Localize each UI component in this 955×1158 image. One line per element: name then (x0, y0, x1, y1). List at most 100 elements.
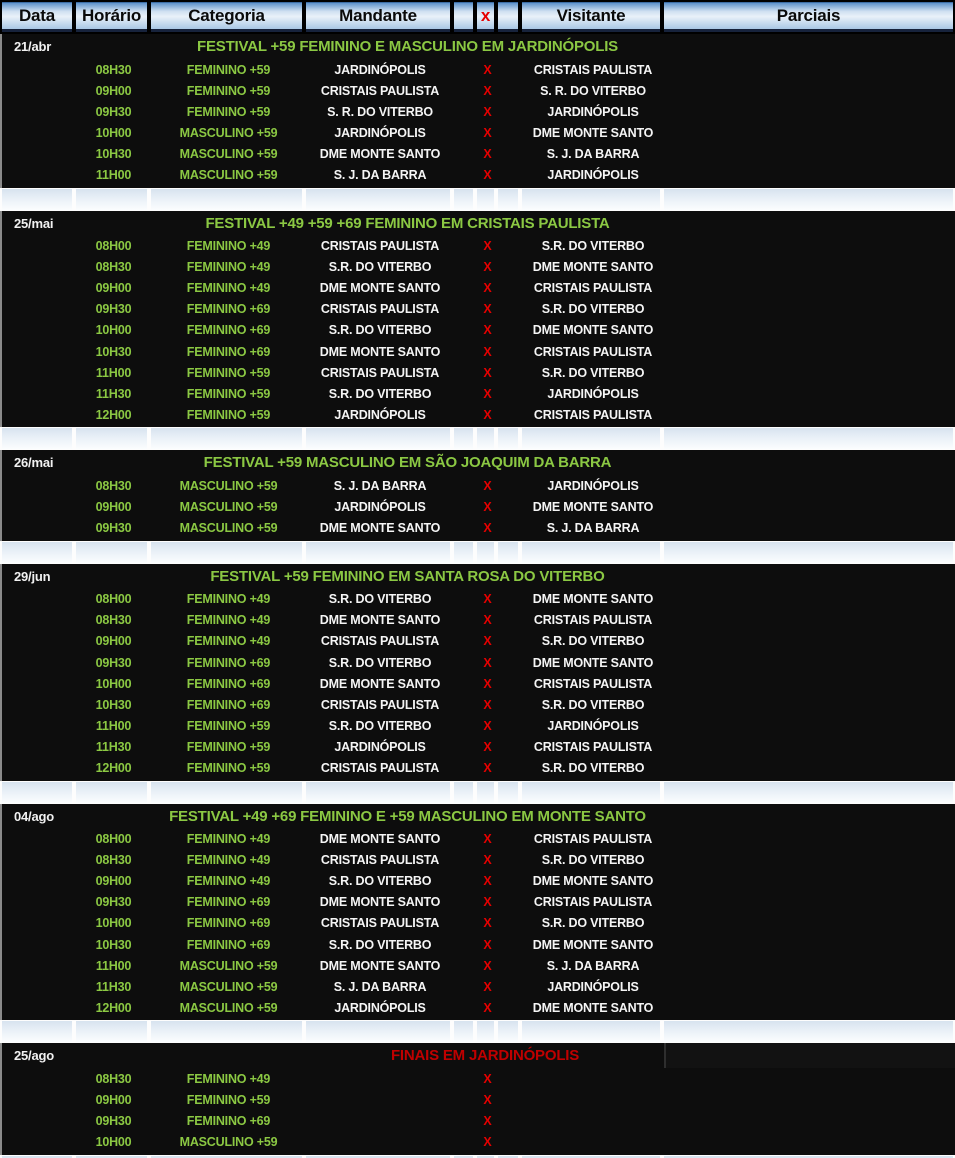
section-title-row: 25/mai FESTIVAL +49 +59 +69 FEMININO EM … (2, 211, 955, 236)
match-blank-1 (454, 850, 477, 871)
match-blank-2 (498, 997, 522, 1018)
separator-cell (454, 1021, 473, 1043)
match-date-cell (2, 589, 76, 610)
separator-cell (664, 188, 953, 210)
separator-cell (664, 428, 953, 450)
match-parciais (664, 955, 955, 976)
match-parciais (664, 475, 955, 496)
match-time: 11H00 (95, 365, 132, 380)
match-category: FEMININO +49 (186, 874, 271, 889)
match-parciais (664, 80, 955, 101)
match-parciais (664, 694, 955, 715)
match-away-team: S. J. DA BARRA (546, 521, 640, 536)
section-separator (0, 1154, 955, 1158)
section-body: 08H30 MASCULINO +59 S. J. DA BARRA X JAR… (2, 475, 955, 538)
match-away-team (522, 1132, 664, 1153)
match-date-cell (2, 997, 76, 1018)
match-blank-1 (454, 1132, 477, 1153)
match-category: FEMININO +59 (186, 365, 271, 380)
match-date-cell (2, 122, 76, 143)
match-blank-1 (454, 299, 477, 320)
match-blank-1 (454, 631, 477, 652)
match-category: FEMININO +49 (186, 634, 271, 649)
match-x: X (483, 937, 492, 952)
match-time: 10H00 (95, 1135, 132, 1150)
match-parciais (664, 934, 955, 955)
match-parciais (664, 320, 955, 341)
match-parciais (664, 589, 955, 610)
match-away-team: CRISTAIS PAULISTA (533, 676, 653, 691)
match-blank-1 (454, 362, 477, 383)
match-blank-1 (454, 518, 477, 539)
match-away-team: S.R. DO VITERBO (541, 853, 645, 868)
match-parciais (664, 736, 955, 757)
separator-cell (76, 1021, 147, 1043)
match-blank-2 (498, 383, 522, 404)
match-date-cell (2, 757, 76, 778)
match-blank-1 (454, 80, 477, 101)
match-home-team: S.R. DO VITERBO (328, 323, 432, 338)
match-away-team: DME MONTE SANTO (532, 655, 654, 670)
match-away-team: CRISTAIS PAULISTA (533, 739, 653, 754)
match-date-cell (2, 101, 76, 122)
match-blank-2 (498, 589, 522, 610)
match-blank-1 (454, 829, 477, 850)
match-blank-1 (454, 934, 477, 955)
match-category: FEMININO +59 (186, 62, 271, 77)
match-blank-2 (498, 715, 522, 736)
separator-cell (498, 1021, 518, 1043)
match-blank-1 (454, 236, 477, 257)
match-x: X (483, 146, 492, 161)
match-blank-1 (454, 673, 477, 694)
match-home-team: CRISTAIS PAULISTA (320, 634, 440, 649)
match-parciais (664, 341, 955, 362)
section-title-row: 26/mai FESTIVAL +59 MASCULINO EM SÃO JOA… (2, 450, 955, 475)
match-time: 10H00 (95, 125, 132, 140)
match-category: MASCULINO +59 (179, 521, 278, 536)
separator-cell (664, 1155, 953, 1158)
separator-cell (2, 781, 72, 803)
section-date: 25/mai (14, 215, 54, 231)
match-home-team: DME MONTE SANTO (319, 281, 441, 296)
match-x: X (483, 1135, 492, 1150)
section-separator (0, 187, 955, 211)
match-category: FEMININO +59 (186, 760, 271, 775)
match-blank-2 (498, 101, 522, 122)
match-x: X (483, 718, 492, 733)
match-row: 11H00 FEMININO +59 CRISTAIS PAULISTA X S… (2, 362, 955, 383)
match-date-cell (2, 164, 76, 185)
match-parciais (664, 1111, 955, 1132)
match-blank-1 (454, 1089, 477, 1110)
match-parciais (664, 404, 955, 425)
festival-section: 25/mai FESTIVAL +49 +59 +69 FEMININO EM … (0, 210, 955, 428)
match-blank-2 (498, 694, 522, 715)
match-x: X (483, 895, 492, 910)
match-date-cell (2, 736, 76, 757)
match-x: X (483, 1114, 492, 1129)
match-away-team: S.R. DO VITERBO (541, 365, 645, 380)
festival-section: 25/ago FINAIS EM JARDINÓPOLIS 08H30 FEMI… (0, 1043, 955, 1155)
section-title: FESTIVAL +59 FEMININO E MASCULINO EM JAR… (197, 38, 618, 55)
match-blank-2 (498, 404, 522, 425)
separator-cell (498, 1155, 518, 1158)
match-date-cell (2, 475, 76, 496)
match-home-team: S.R. DO VITERBO (328, 260, 432, 275)
match-blank-2 (498, 257, 522, 278)
match-date-cell (2, 299, 76, 320)
match-time: 08H30 (95, 1071, 132, 1086)
match-blank-2 (498, 850, 522, 871)
match-parciais (664, 715, 955, 736)
section-date: 29/jun (14, 568, 51, 584)
match-time: 11H30 (95, 739, 132, 754)
match-category: MASCULINO +59 (179, 168, 278, 183)
match-date-cell (2, 236, 76, 257)
separator-cell (76, 428, 147, 450)
match-time: 11H00 (95, 958, 132, 973)
match-parciais (664, 610, 955, 631)
match-away-team: DME MONTE SANTO (532, 874, 654, 889)
match-row: 09H00 FEMININO +49 S.R. DO VITERBO X DME… (2, 871, 955, 892)
section-title-row: 04/ago FESTIVAL +49 +69 FEMININO E +59 M… (2, 804, 955, 829)
match-blank-1 (454, 143, 477, 164)
match-blank-2 (498, 1068, 522, 1089)
separator-cell (306, 1021, 450, 1043)
